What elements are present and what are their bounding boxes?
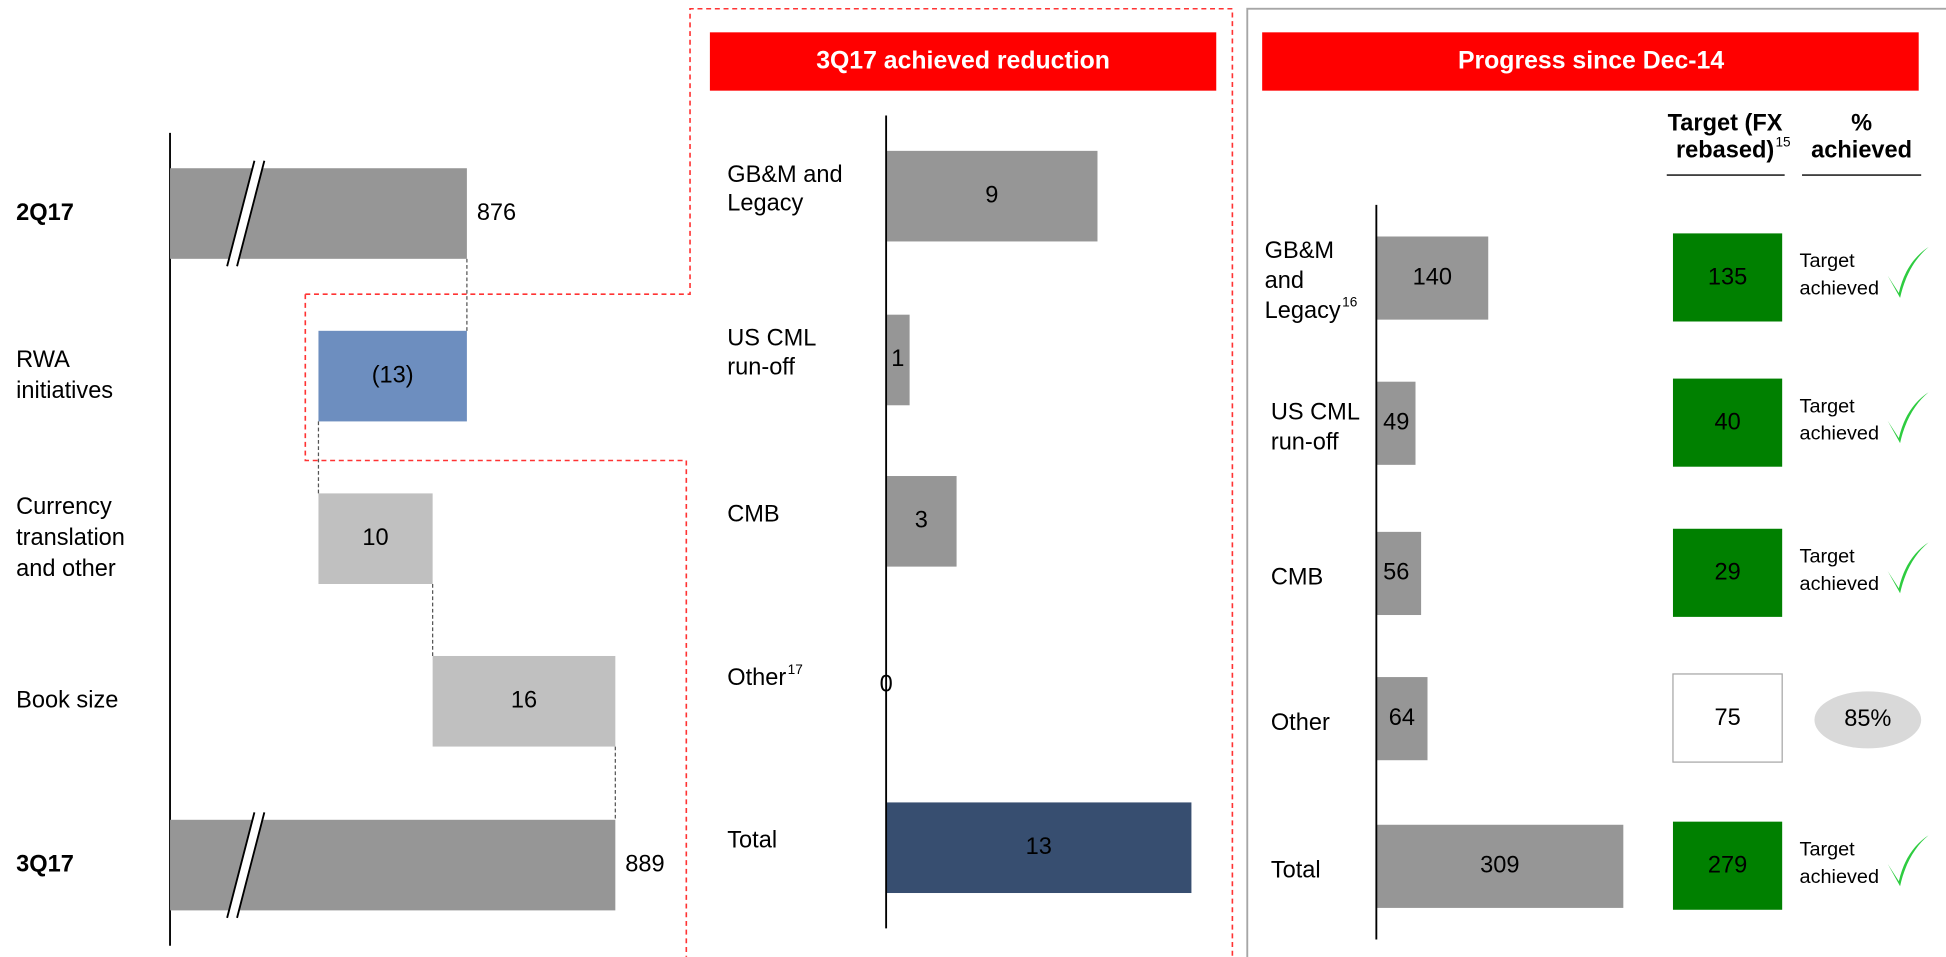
category-label: US CML [1271,399,1360,425]
bar [1376,531,1422,616]
status-text: achieved [1800,866,1879,888]
header-bar [1262,32,1919,91]
header-bar [709,32,1217,91]
category-label: Currency [16,493,112,519]
status-badge [1814,691,1922,749]
column-header: Target (FX [1668,109,1783,135]
value-label: 16 [511,687,537,713]
value-label: 9 [985,181,998,207]
panel-title: 3Q17 achieved reduction [816,48,1110,75]
footnote: 17 [788,662,803,677]
bar [1376,381,1416,465]
target-value: 75 [1714,704,1740,730]
target-box [1672,821,1783,910]
axis-break [226,812,266,919]
status-text: Target [1800,546,1856,568]
bar [886,476,957,567]
status-text: 85% [1844,705,1891,731]
target-value: 40 [1714,409,1740,435]
column-header: % [1851,109,1872,135]
column-header: achieved [1811,137,1912,163]
category-label: CMB [1271,564,1323,590]
bar [886,802,1192,894]
category-label: run-off [1271,428,1339,454]
value-label: 140 [1413,263,1452,289]
bar [886,150,1098,242]
category-label: initiatives [16,377,113,403]
status-text: achieved [1800,423,1879,445]
value-label: 309 [1480,852,1519,878]
category-label: Total [1271,857,1321,883]
target-value: 279 [1708,852,1747,878]
category-label: RWA [16,346,70,372]
value-label: 1 [891,345,904,371]
target-box [1672,673,1783,763]
footnote: 15 [1775,135,1791,150]
value-label: 13 [1026,833,1052,859]
status-text: achieved [1800,573,1879,595]
category-label: and [1265,267,1304,293]
check-mark [1887,392,1929,444]
category-label: Total [727,827,777,853]
bar [1376,677,1428,761]
bar [318,493,433,584]
status-text: achieved [1800,277,1879,299]
value-label: 49 [1383,409,1409,435]
target-box [1672,528,1783,617]
check-mark [1887,542,1929,594]
category-label: GB&M [1265,237,1334,263]
target-value: 29 [1714,559,1740,585]
category-label: Book size [16,687,118,713]
status-text: Target [1800,395,1856,417]
footnote: 16 [1342,295,1357,310]
target-box [1672,378,1783,467]
axis-break [227,160,265,267]
target-value: 135 [1708,263,1747,289]
category-label: US CML [727,325,816,351]
panel-border [1246,7,1946,957]
axis-break [226,160,266,267]
panel-title: Progress since Dec-14 [1458,48,1724,75]
status-text: Target [1800,250,1856,272]
bar [318,330,467,422]
target-box [1672,233,1783,322]
bar [1376,236,1489,320]
category-label: translation [16,524,125,550]
callout-box [304,7,1234,957]
category-label: and other [16,555,116,581]
status-text: Target [1800,838,1856,860]
category-label: Legacy [1265,297,1341,323]
category-label: 3Q17 [16,850,74,876]
category-label: run-off [727,353,795,379]
category-label: CMB [727,500,779,526]
category-label: GB&M and [727,161,842,187]
bar [170,168,467,259]
check-mark [1887,835,1929,887]
value-label: 10 [362,524,388,550]
value-label: (13) [372,361,414,387]
value-label: 3 [915,507,928,533]
axis-break [227,812,265,918]
category-label: Legacy [727,189,803,215]
bar [432,655,616,747]
bar [886,314,910,406]
category-label: Other [727,664,786,690]
value-label: 64 [1389,704,1415,730]
value-label: 889 [625,850,664,876]
value-label: 876 [477,199,516,225]
category-label: 2Q17 [16,199,74,225]
bar [1376,824,1624,908]
check-mark [1887,247,1929,298]
category-label: Other [1271,709,1330,735]
column-header: rebased) [1676,137,1774,163]
value-label: 56 [1383,559,1409,585]
